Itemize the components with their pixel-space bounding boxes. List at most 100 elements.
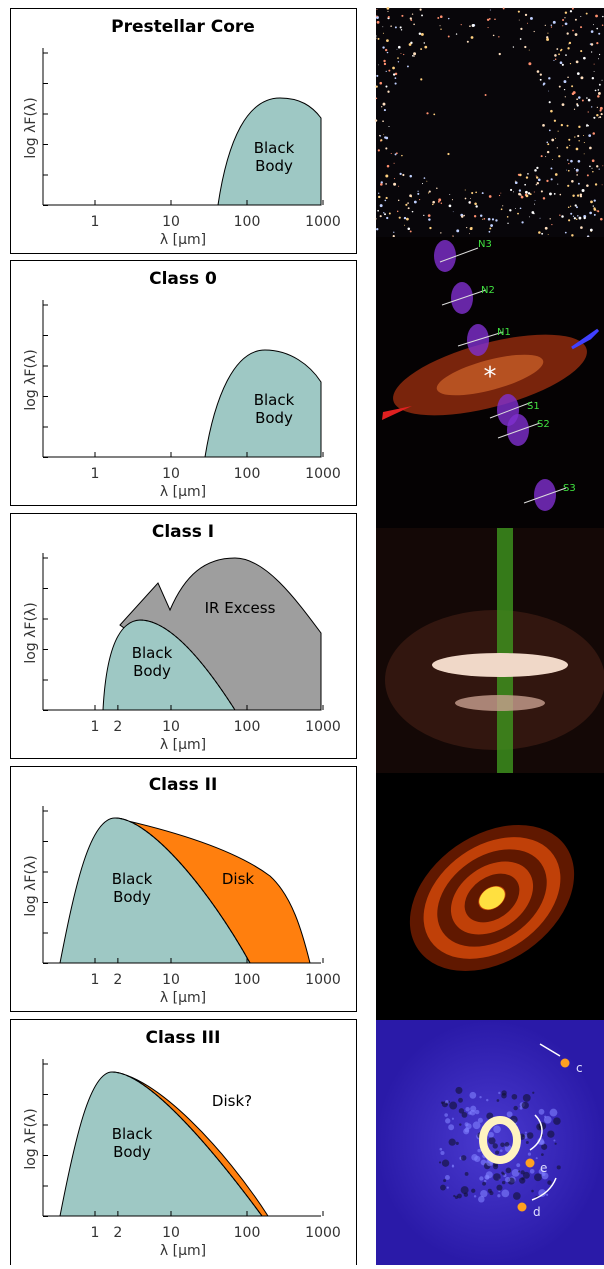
star [589, 211, 592, 215]
star [488, 230, 491, 233]
star [597, 210, 600, 213]
speckle [521, 1101, 529, 1109]
star [489, 227, 492, 230]
star [580, 226, 583, 229]
star [568, 43, 570, 45]
star [524, 13, 528, 17]
star [597, 92, 601, 95]
star [385, 174, 389, 178]
star [386, 7, 390, 10]
star [528, 216, 530, 218]
star [564, 96, 566, 98]
x-tick-label: 10 [162, 466, 180, 482]
star [386, 216, 389, 220]
star [571, 7, 574, 10]
star [599, 217, 603, 221]
star [470, 36, 474, 39]
sed-region [204, 349, 322, 458]
region-label: Black [112, 1125, 153, 1143]
star [397, 57, 399, 59]
speckle [465, 1106, 470, 1112]
star [440, 28, 442, 30]
x-tick-label: 10 [162, 719, 180, 735]
star [494, 18, 496, 21]
star [576, 206, 578, 209]
x-tick-label: 100 [234, 719, 261, 735]
star [428, 218, 431, 221]
star [566, 124, 569, 127]
star [545, 156, 547, 158]
marker [523, 487, 567, 504]
star [562, 18, 565, 21]
star [384, 199, 387, 202]
star [379, 81, 383, 85]
star [484, 94, 487, 97]
star [599, 116, 602, 119]
star [406, 65, 409, 68]
star [535, 184, 538, 186]
star [388, 212, 391, 215]
star [475, 205, 478, 208]
speckle [465, 1123, 472, 1130]
star [576, 72, 580, 75]
star [548, 90, 550, 92]
region-label: Black [254, 139, 295, 157]
star [436, 187, 438, 190]
speckle [487, 1188, 492, 1193]
star [555, 137, 557, 139]
knot [507, 414, 529, 446]
star [385, 85, 388, 88]
star [569, 62, 572, 65]
speckle [497, 1194, 501, 1198]
star [407, 227, 411, 231]
star [602, 165, 604, 167]
star [488, 195, 492, 198]
speckle [549, 1108, 558, 1117]
star [528, 49, 530, 51]
speckle [477, 1117, 483, 1123]
star [464, 189, 466, 191]
star [374, 119, 378, 122]
star [544, 226, 548, 230]
star [533, 30, 535, 33]
star [433, 113, 436, 116]
x-tick-label: 1000 [305, 972, 341, 988]
star [525, 194, 529, 198]
star [382, 26, 384, 28]
dashed-curve [139, 619, 236, 711]
star [566, 146, 569, 149]
star [595, 14, 598, 18]
star [589, 228, 593, 232]
star [561, 63, 564, 66]
star [387, 10, 389, 12]
star [567, 76, 569, 78]
star [568, 138, 571, 141]
star [382, 102, 386, 106]
star [376, 8, 378, 10]
star [583, 142, 585, 144]
speckle [538, 1108, 545, 1115]
star [387, 90, 390, 93]
panel-frame [10, 513, 357, 759]
panel: Class 0 log λF(λ) λ [μm] 1 10 100 1000 BlackBod… [10, 260, 357, 506]
star [565, 54, 567, 56]
speckle [471, 1188, 476, 1193]
star [542, 123, 545, 127]
speckle [493, 1125, 501, 1134]
star [559, 214, 561, 216]
star [455, 33, 458, 35]
region-label: Disk? [212, 1092, 252, 1110]
star [409, 17, 412, 20]
star [539, 73, 542, 76]
panel-title: Class 0 [149, 269, 217, 289]
y-axis-label: log λF(λ) [23, 97, 39, 158]
star [601, 24, 604, 26]
region-label: Body [113, 888, 151, 906]
star [451, 199, 454, 201]
star [488, 18, 491, 20]
star [382, 46, 385, 49]
speckle [522, 1093, 531, 1102]
star [471, 191, 474, 195]
star [520, 195, 524, 199]
speckle [449, 1101, 458, 1110]
